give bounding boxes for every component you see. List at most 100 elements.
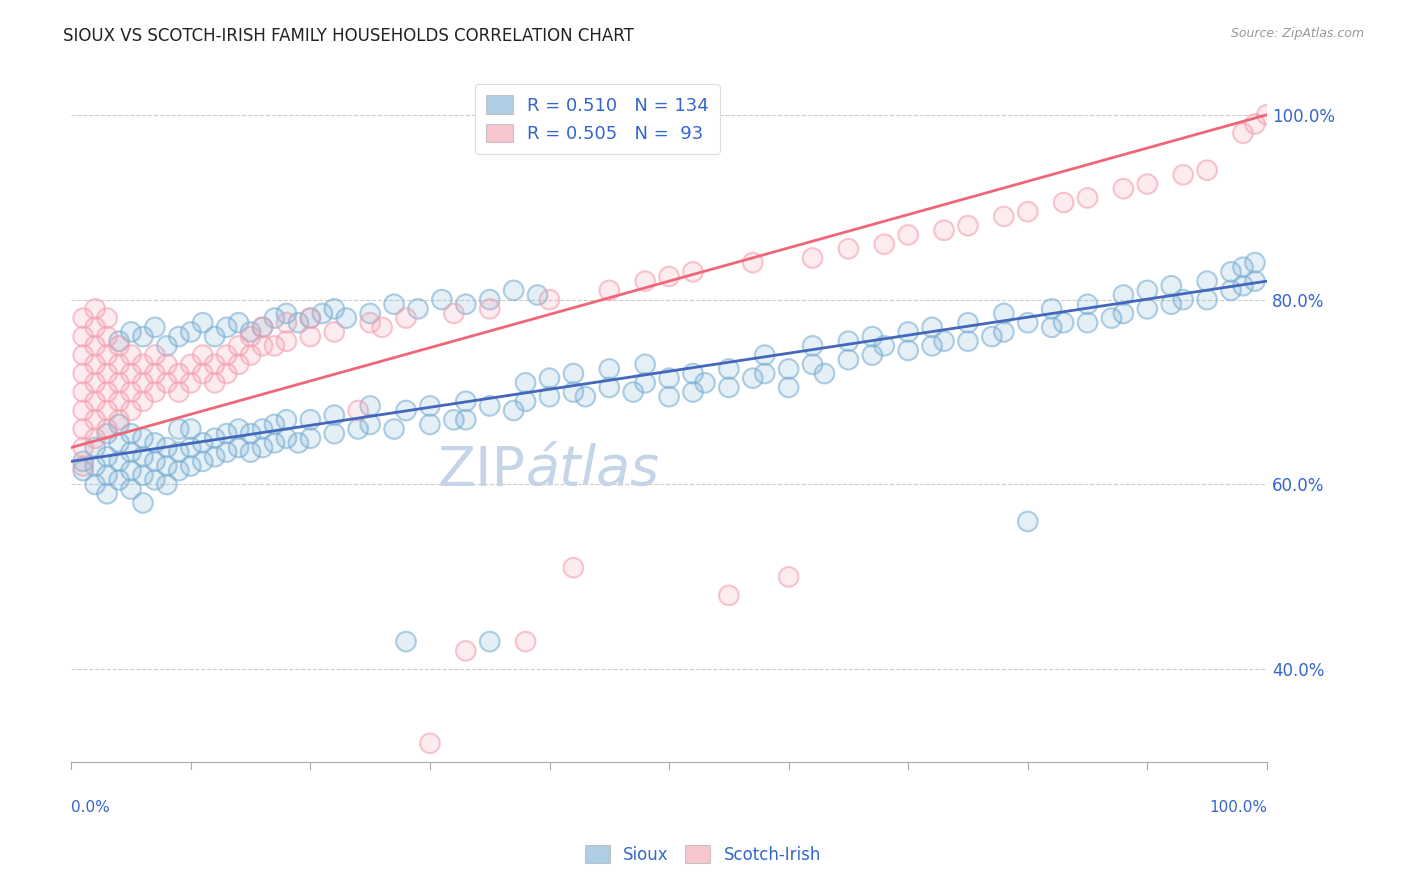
Point (132, 468, 155, 483)
Point (84, 339, 107, 353)
Point (993, 325, 1015, 339)
Point (215, 445, 238, 459)
Point (778, 380, 800, 394)
Point (562, 367, 585, 381)
Point (132, 329, 155, 343)
Point (239, 445, 262, 459)
Point (395, 403, 418, 417)
Point (347, 422, 370, 436)
Point (167, 445, 190, 459)
Point (84, 458, 107, 473)
Point (860, 329, 883, 343)
Point (1136, 301, 1159, 316)
Point (120, 482, 142, 496)
Point (96, 329, 118, 343)
Point (84, 301, 107, 316)
Point (1136, 177, 1159, 191)
Point (1077, 316, 1099, 330)
Legend: R = 0.510   N = 134, R = 0.505   N =  93: R = 0.510 N = 134, R = 0.505 N = 93 (475, 85, 720, 153)
Point (454, 413, 477, 427)
Point (96, 422, 118, 436)
Point (801, 339, 824, 353)
Point (143, 473, 166, 487)
Point (215, 348, 238, 362)
Point (443, 413, 465, 427)
Point (1173, 168, 1195, 182)
Point (72, 385, 94, 400)
Point (96, 367, 118, 381)
Point (515, 376, 537, 390)
Point (921, 339, 943, 353)
Point (252, 320, 274, 334)
Point (1017, 316, 1039, 330)
Point (1136, 177, 1159, 191)
Point (84, 376, 107, 390)
Point (215, 367, 238, 381)
Point (191, 348, 214, 362)
Point (323, 426, 346, 441)
Point (658, 269, 681, 284)
Point (108, 334, 131, 349)
Point (167, 329, 190, 343)
Point (228, 316, 250, 330)
Point (84, 477, 107, 491)
Point (239, 426, 262, 441)
Point (72, 348, 94, 362)
Point (120, 445, 142, 459)
Point (120, 464, 142, 478)
Point (180, 357, 202, 371)
Point (191, 436, 214, 450)
Point (96, 311, 118, 326)
Point (502, 284, 524, 298)
Point (72, 403, 94, 417)
Point (956, 219, 979, 233)
Point (108, 436, 131, 450)
Point (335, 311, 357, 326)
Point (84, 394, 107, 409)
Point (406, 301, 429, 316)
Point (860, 329, 883, 343)
Point (598, 284, 620, 298)
Point (180, 458, 202, 473)
Point (1052, 316, 1074, 330)
Point (108, 357, 131, 371)
Point (156, 339, 179, 353)
Point (191, 348, 214, 362)
Point (72, 348, 94, 362)
Point (1077, 191, 1099, 205)
Point (347, 403, 370, 417)
Point (515, 634, 537, 648)
Point (167, 329, 190, 343)
Point (252, 441, 274, 455)
Point (1112, 306, 1135, 320)
Point (191, 436, 214, 450)
Point (682, 367, 704, 381)
Point (167, 464, 190, 478)
Point (1173, 293, 1195, 307)
Point (717, 380, 740, 394)
Point (72, 464, 94, 478)
Point (96, 385, 118, 400)
Point (778, 570, 800, 584)
Point (263, 339, 285, 353)
Point (1017, 204, 1039, 219)
Point (132, 431, 155, 445)
Point (1101, 311, 1123, 326)
Point (574, 390, 596, 404)
Point (1101, 311, 1123, 326)
Point (801, 251, 824, 265)
Point (167, 385, 190, 400)
Point (538, 371, 561, 385)
Point (204, 357, 226, 371)
Point (167, 367, 190, 381)
Point (897, 325, 920, 339)
Point (156, 458, 179, 473)
Point (443, 413, 465, 427)
Point (96, 403, 118, 417)
Point (276, 316, 298, 330)
Point (1232, 260, 1254, 275)
Point (180, 376, 202, 390)
Point (1197, 293, 1219, 307)
Point (239, 325, 262, 339)
Point (395, 403, 418, 417)
